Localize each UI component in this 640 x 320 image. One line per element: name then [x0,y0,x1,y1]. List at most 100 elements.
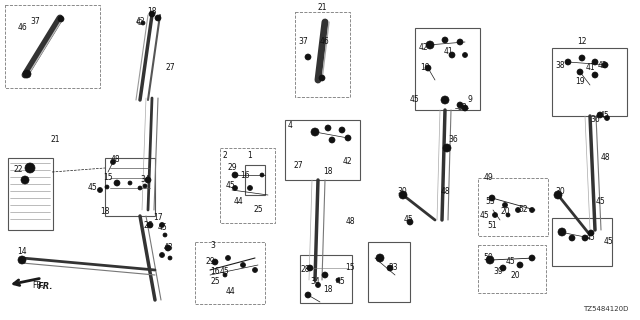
Text: 37: 37 [298,37,308,46]
Circle shape [345,135,351,141]
Text: 20: 20 [510,270,520,279]
Text: 19: 19 [575,77,585,86]
Text: 18: 18 [323,285,333,294]
Circle shape [18,256,26,264]
Text: 16: 16 [240,171,250,180]
Circle shape [506,213,510,217]
Bar [5,5,100,88]
Text: 45: 45 [595,197,605,206]
Circle shape [305,54,311,60]
Circle shape [399,191,407,199]
Circle shape [232,186,237,190]
Text: 1: 1 [248,150,252,159]
Text: 48: 48 [110,156,120,164]
Text: 44: 44 [225,287,235,297]
Circle shape [441,96,449,104]
Text: 45: 45 [87,183,97,193]
Circle shape [554,191,562,199]
Text: 44: 44 [233,197,243,206]
Bar [295,12,350,97]
Text: 45: 45 [225,180,235,189]
Circle shape [159,252,164,258]
Text: 42: 42 [135,18,145,27]
Text: 51: 51 [487,220,497,229]
Circle shape [25,163,35,173]
Text: 26: 26 [143,220,153,229]
Circle shape [517,262,523,268]
Circle shape [305,292,311,298]
Circle shape [605,116,609,121]
Bar [552,218,612,266]
Text: 45: 45 [585,234,595,243]
Text: 2: 2 [223,150,227,159]
Text: 37: 37 [30,18,40,27]
Text: 23: 23 [388,263,398,273]
Text: 48: 48 [440,188,450,196]
Circle shape [602,62,608,68]
Bar [478,178,548,236]
Text: 45: 45 [600,110,610,119]
Text: 19: 19 [420,63,430,73]
Bar [285,120,360,180]
Circle shape [319,75,325,81]
Circle shape [149,11,155,17]
Circle shape [128,181,132,185]
Text: 27: 27 [293,161,303,170]
Text: 45: 45 [603,237,613,246]
Text: 16: 16 [210,268,220,276]
Text: 53: 53 [485,197,495,206]
Circle shape [502,203,508,207]
Bar [415,28,480,110]
Text: 43: 43 [163,244,173,252]
Circle shape [325,125,331,131]
Text: 48: 48 [600,154,610,163]
Text: 25: 25 [210,277,220,286]
Text: 18: 18 [147,7,157,17]
Text: 21: 21 [51,135,60,145]
Text: 25: 25 [253,205,263,214]
Text: 41: 41 [585,63,595,73]
Circle shape [322,272,328,278]
Circle shape [339,127,345,133]
Text: 41: 41 [443,47,453,57]
Text: 42: 42 [418,44,428,52]
Circle shape [307,265,313,271]
Circle shape [463,52,467,58]
Circle shape [223,273,227,277]
Bar [552,48,627,116]
Circle shape [457,102,463,108]
Circle shape [493,212,497,218]
Text: 42: 42 [342,157,352,166]
Bar [478,245,546,293]
Circle shape [141,21,145,25]
Text: 12: 12 [577,37,587,46]
Circle shape [462,105,468,111]
Circle shape [105,185,109,189]
Circle shape [486,256,494,264]
Circle shape [449,52,455,58]
Circle shape [163,233,167,237]
Text: 22: 22 [13,165,23,174]
Circle shape [248,186,253,190]
Text: FR.: FR. [38,282,54,291]
Text: 9: 9 [468,95,472,105]
Text: 45: 45 [505,258,515,267]
Circle shape [489,195,495,201]
Text: 45: 45 [335,277,345,286]
Circle shape [577,69,583,75]
Text: 45: 45 [480,211,490,220]
Circle shape [558,228,566,236]
Text: 46: 46 [18,23,28,33]
Text: 20: 20 [500,207,510,217]
Circle shape [21,176,29,184]
Text: 38: 38 [555,60,565,69]
Circle shape [168,256,172,260]
Circle shape [253,268,257,273]
Text: 30: 30 [555,188,565,196]
Text: 27: 27 [165,63,175,73]
Circle shape [387,265,393,271]
Circle shape [138,186,142,190]
Circle shape [232,172,238,178]
Text: 18: 18 [323,167,333,177]
Bar [8,158,53,230]
